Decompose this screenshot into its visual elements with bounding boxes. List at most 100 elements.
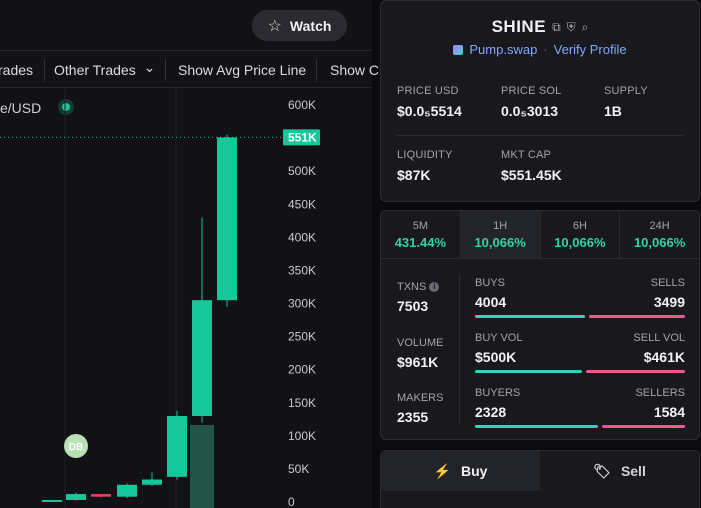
price-axis-tick: 600K (288, 98, 316, 112)
stat-label: MKT CAP (501, 149, 552, 161)
chart-header: ☆ Watch (0, 0, 372, 50)
candle-body (142, 479, 162, 485)
other-trades-dropdown[interactable]: Other Trades ⌄ (54, 59, 156, 79)
stat-price-sol: PRICE SOL 0.0₅3013 (501, 85, 562, 119)
sellers-label: SELLERS (635, 387, 685, 399)
token-info-card: SHINE ⧉ ⛨ ⌕ Pump.swap · Verify Profile P… (380, 0, 700, 202)
price-axis-tick: 250K (288, 330, 316, 344)
txns-stat: TXNS i 7503 (397, 281, 440, 314)
tab-change-value: 10,066% (474, 234, 526, 250)
verify-profile-link[interactable]: Verify Profile (553, 42, 627, 57)
stat-label: PRICE SOL (501, 85, 562, 97)
volume-label: VOLUME (397, 337, 444, 349)
chart-toolbar: rades Other Trades ⌄ Show Avg Price Line… (0, 50, 379, 88)
tab-1h[interactable]: 1H 10,066% (460, 211, 541, 258)
tab-buy[interactable]: ⚡ Buy (381, 451, 540, 491)
tab-6h[interactable]: 6H 10,066% (541, 211, 621, 258)
shield-icon[interactable]: ⛨ (566, 19, 576, 34)
toolbar-divider (316, 59, 317, 81)
search-icon[interactable]: ⌕ (581, 19, 589, 34)
lightning-icon: ⚡ (433, 462, 451, 479)
show-avg-price-line-toggle[interactable]: Show Avg Price Line (178, 62, 307, 78)
buyers-ratio-bar (475, 425, 685, 428)
token-sub-row: Pump.swap · Verify Profile (381, 42, 699, 57)
symbol-label: e/USD (0, 100, 42, 116)
candlestick-chart[interactable]: 600K550K500K450K400K350K300K250K200K150K… (0, 88, 372, 508)
watch-button[interactable]: ☆ Watch (252, 10, 347, 41)
chevron-down-icon: ⌄ (143, 59, 156, 75)
current-price-tag-label: 551K (288, 130, 317, 144)
status-dot-icon (58, 99, 74, 115)
price-axis-tick: 150K (288, 396, 316, 410)
stat-value: $87K (397, 167, 431, 183)
candle[interactable] (42, 500, 62, 503)
stat-liquidity: LIQUIDITY $87K (397, 149, 453, 183)
tab-label: 5M (412, 219, 429, 232)
sells-value: 3499 (653, 294, 685, 310)
tab-label: 6H (572, 219, 587, 232)
trades-toggle[interactable]: rades (0, 62, 34, 78)
candle[interactable] (192, 217, 212, 423)
toolbar-divider (44, 59, 45, 81)
buy-vol-value: $500K (475, 349, 517, 365)
stat-value: 1B (604, 103, 622, 119)
candle[interactable] (91, 494, 111, 498)
buy-vol-bar (475, 370, 583, 373)
candle-body (167, 415, 187, 477)
tab-label: 24H (649, 219, 670, 232)
stat-label: PRICE USD (397, 85, 459, 97)
candle-body (42, 500, 62, 503)
current-price-tag: 551K (283, 129, 320, 146)
buyers-label: BUYERS (475, 387, 521, 399)
candle[interactable] (217, 134, 237, 307)
info-icon[interactable]: i (429, 282, 440, 292)
price-axis-tick: 0 (288, 495, 295, 508)
timeframe-tabs: 5M 431.44% 1H 10,066% 6H 10,066% 24H 10,… (381, 211, 699, 259)
volume-stat: VOLUME $961K (397, 337, 443, 370)
token-title-row: SHINE ⧉ ⛨ ⌕ (381, 17, 699, 37)
stat-label: SUPPLY (604, 85, 648, 97)
dev-buy-marker-label: DB (69, 442, 83, 453)
price-axis-tick: 500K (288, 164, 316, 178)
watch-label: Watch (289, 17, 332, 34)
price-axis-tick: 300K (288, 297, 316, 311)
makers-label: MAKERS (397, 392, 444, 404)
price-axis-tick: 400K (288, 230, 316, 244)
volume-value: $961K (397, 354, 439, 370)
candle-body (217, 137, 237, 301)
candle[interactable] (167, 410, 187, 480)
tab-24h[interactable]: 24H 10,066% (620, 211, 699, 258)
sellers-bar (601, 425, 685, 428)
toolbar-divider (165, 59, 166, 81)
candle[interactable] (117, 483, 137, 499)
buy-vol-label: BUY VOL (475, 332, 523, 344)
tab-change-value: 431.44% (394, 234, 447, 250)
makers-value: 2355 (397, 409, 429, 425)
star-icon: ☆ (267, 17, 282, 35)
separator: · (543, 42, 548, 57)
sells-bar (589, 315, 685, 318)
price-axis-tick: 450K (288, 197, 316, 211)
stat-supply: SUPPLY 1B (604, 85, 648, 119)
copy-icon[interactable]: ⧉ (552, 19, 561, 34)
show-toggle[interactable]: Show C (330, 62, 380, 78)
candle[interactable] (142, 472, 162, 487)
tab-5m[interactable]: 5M 431.44% (381, 211, 461, 258)
candle-body (192, 300, 212, 416)
stat-mkt-cap: MKT CAP $551.45K (501, 149, 562, 183)
tag-icon: 🏷 (593, 462, 611, 479)
price-change-card: 5M 431.44% 1H 10,066% 6H 10,066% 24H 10,… (380, 210, 700, 440)
candle-body (91, 494, 111, 497)
candle[interactable] (66, 492, 86, 501)
other-trades-label: Other Trades (54, 62, 136, 78)
stat-value: 0.0₅3013 (501, 103, 559, 119)
tab-sell[interactable]: 🏷 Sell (540, 451, 699, 491)
stat-value: $0.0₅5514 (397, 103, 462, 119)
dex-link[interactable]: Pump.swap (469, 42, 538, 57)
txns-label: TXNS i (397, 281, 440, 293)
price-axis-tick: 200K (288, 363, 316, 377)
dev-buy-marker[interactable]: DB (64, 434, 88, 458)
volume-ratio-bar (475, 370, 685, 373)
txns-label-text: TXNS (397, 281, 427, 293)
tab-label: 1H (493, 219, 508, 232)
